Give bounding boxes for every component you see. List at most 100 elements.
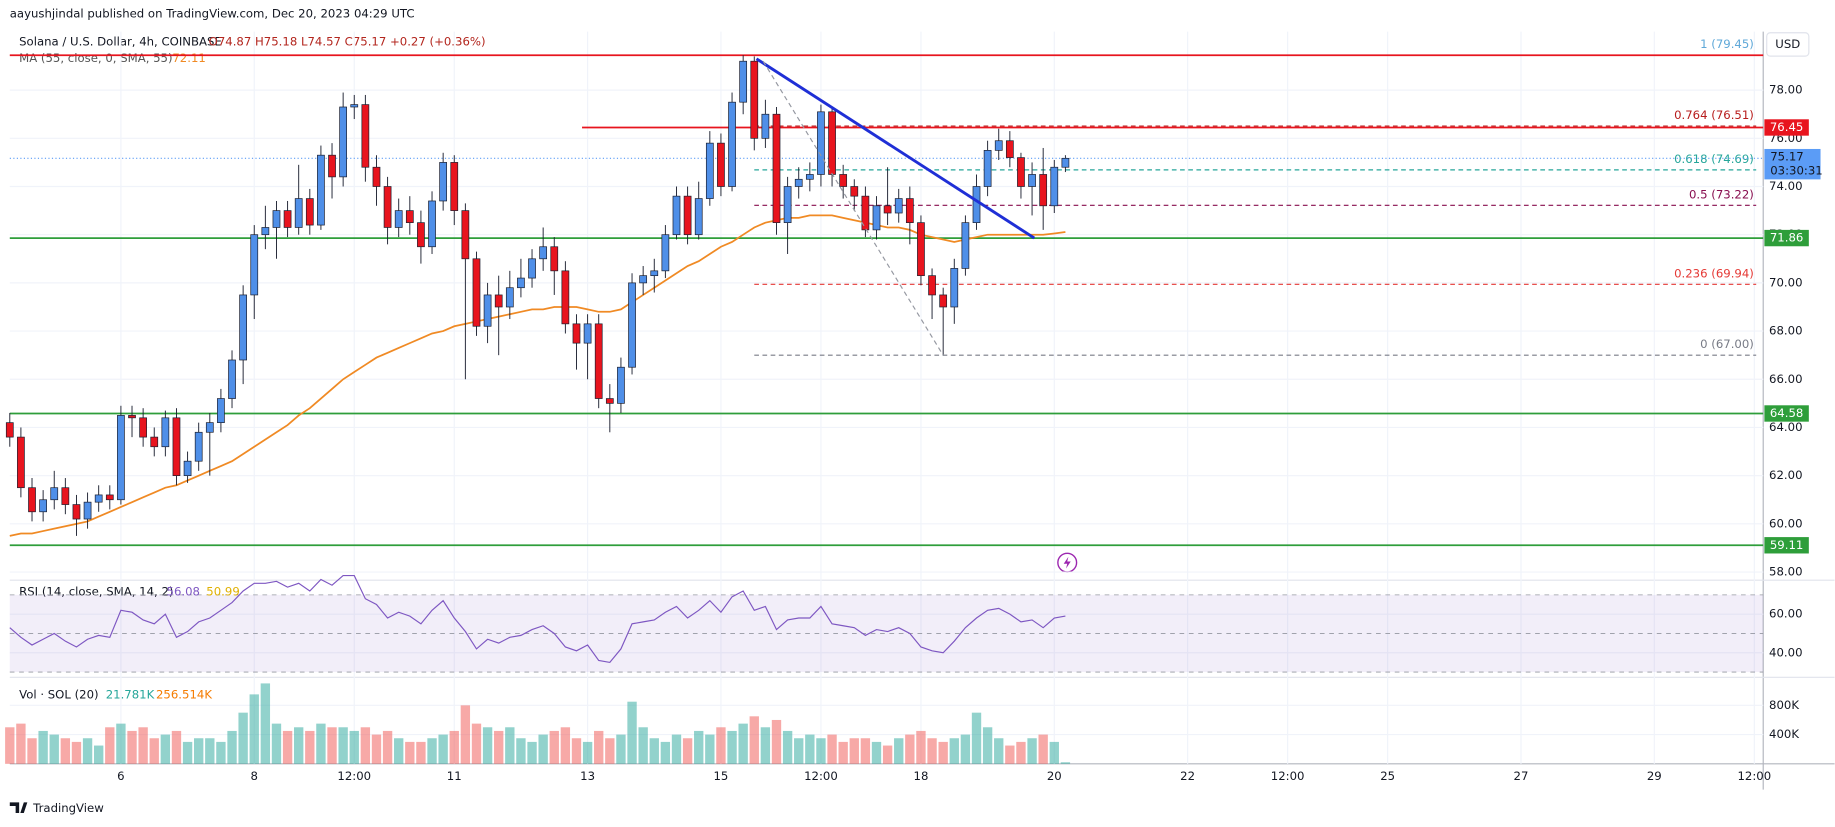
candle-body xyxy=(128,415,136,419)
volume-bar xyxy=(160,734,171,764)
volume-bar xyxy=(38,730,48,764)
level-badge-label: 64.58 xyxy=(1770,406,1803,420)
fib-label: 0.764 (76.51) xyxy=(1674,108,1754,122)
volume-bar xyxy=(927,738,937,764)
candle-body xyxy=(372,166,381,187)
volume-bar xyxy=(571,738,582,764)
volume-bar xyxy=(827,734,837,764)
candle-body xyxy=(1039,174,1048,207)
event-icon-bolt xyxy=(1063,556,1071,569)
candle-body xyxy=(450,162,459,211)
volume-bar xyxy=(49,734,59,764)
fib-label: 0.5 (73.22) xyxy=(1689,187,1754,201)
volume-bar xyxy=(771,719,782,764)
volume-bar xyxy=(216,741,226,764)
candle-body xyxy=(461,210,470,260)
volume-bar xyxy=(305,730,315,764)
volume-bar xyxy=(1038,734,1048,764)
volume-bar xyxy=(505,727,515,764)
volume-bar xyxy=(427,738,437,764)
x-tick-label: 12:00 xyxy=(1737,769,1771,783)
fib-label: 0.618 (74.69) xyxy=(1674,152,1754,166)
volume-bar xyxy=(282,730,293,764)
candle-body xyxy=(183,460,192,477)
volume-bar xyxy=(182,741,193,764)
volume-bar xyxy=(582,741,593,764)
candle-body xyxy=(683,195,692,236)
volume-bar xyxy=(494,730,504,764)
volume-bar xyxy=(227,730,237,764)
volume-bar xyxy=(960,734,971,764)
level-badge-label: 76.45 xyxy=(1770,120,1803,134)
candle-body xyxy=(1061,157,1070,168)
ma-line xyxy=(9,214,1066,537)
volume-bar xyxy=(894,738,904,764)
volume-bar xyxy=(1005,745,1015,764)
x-tick-label: 6 xyxy=(117,769,124,783)
volume-bar xyxy=(71,741,82,764)
volume-bar xyxy=(805,734,815,764)
y-tick-label: 74.00 xyxy=(1769,179,1802,193)
candle-body xyxy=(250,234,259,296)
countdown: 03:30:31 xyxy=(1770,164,1823,178)
candle-body xyxy=(605,398,614,404)
candle-body xyxy=(628,282,636,368)
currency-box[interactable] xyxy=(1766,32,1810,57)
trendline xyxy=(762,60,944,356)
candle-body xyxy=(905,198,914,224)
volume-bar xyxy=(627,701,637,764)
x-tick-label: 12:00 xyxy=(804,769,838,783)
volume-bar xyxy=(127,730,137,764)
x-tick-label: 29 xyxy=(1647,769,1662,783)
volume-bar xyxy=(16,723,26,764)
x-tick-label: 11 xyxy=(447,769,462,783)
rsi-line xyxy=(9,574,1066,664)
candle-body xyxy=(272,210,281,228)
candle-body xyxy=(539,246,548,260)
volume-bar xyxy=(660,741,671,764)
volume-bar xyxy=(716,727,726,764)
candle-body xyxy=(94,494,103,503)
volume-bar xyxy=(994,738,1004,764)
volume-bar xyxy=(249,694,259,764)
candle-body xyxy=(928,275,936,296)
level-badge xyxy=(1764,119,1809,136)
x-tick-label: 12:00 xyxy=(337,769,371,783)
volume-bar xyxy=(860,738,871,764)
volume-bar xyxy=(294,727,304,764)
candle-body xyxy=(983,150,992,187)
candle-body xyxy=(105,494,114,501)
y-tick-label: 400K xyxy=(1769,727,1799,741)
candle-body xyxy=(194,431,203,462)
volume-bar xyxy=(27,738,37,764)
x-tick-label: 12:00 xyxy=(1271,769,1305,783)
candle-body xyxy=(694,198,703,236)
y-tick-label: 800K xyxy=(1769,698,1799,712)
volume-bar xyxy=(605,738,615,764)
volume-bar xyxy=(516,738,526,764)
publisher: aayushjindal published on TradingView.co… xyxy=(10,7,415,21)
currency[interactable]: USD xyxy=(1775,37,1800,51)
volume-bar xyxy=(538,734,548,764)
volume-bar xyxy=(260,683,271,764)
candle-body xyxy=(339,106,347,178)
volume-bar xyxy=(527,741,537,764)
candle-body xyxy=(217,398,225,423)
candle-body xyxy=(639,275,648,284)
y-tick-label: 70.00 xyxy=(1769,275,1802,289)
vol-title: Vol · SOL (20) xyxy=(19,687,98,701)
ma-value: 72.11 xyxy=(172,51,205,65)
candle-body xyxy=(328,154,336,178)
x-tick-label: 8 xyxy=(251,769,258,783)
volume-bar xyxy=(738,723,748,764)
candle-body xyxy=(772,113,781,224)
volume-bar xyxy=(949,738,959,764)
level-badge xyxy=(1764,537,1809,554)
candle-body xyxy=(617,366,625,404)
volume-bar xyxy=(105,727,115,764)
volume-bar xyxy=(416,741,426,764)
volume-bar xyxy=(460,705,471,764)
candle-body xyxy=(305,198,314,226)
candle-body xyxy=(583,323,592,344)
